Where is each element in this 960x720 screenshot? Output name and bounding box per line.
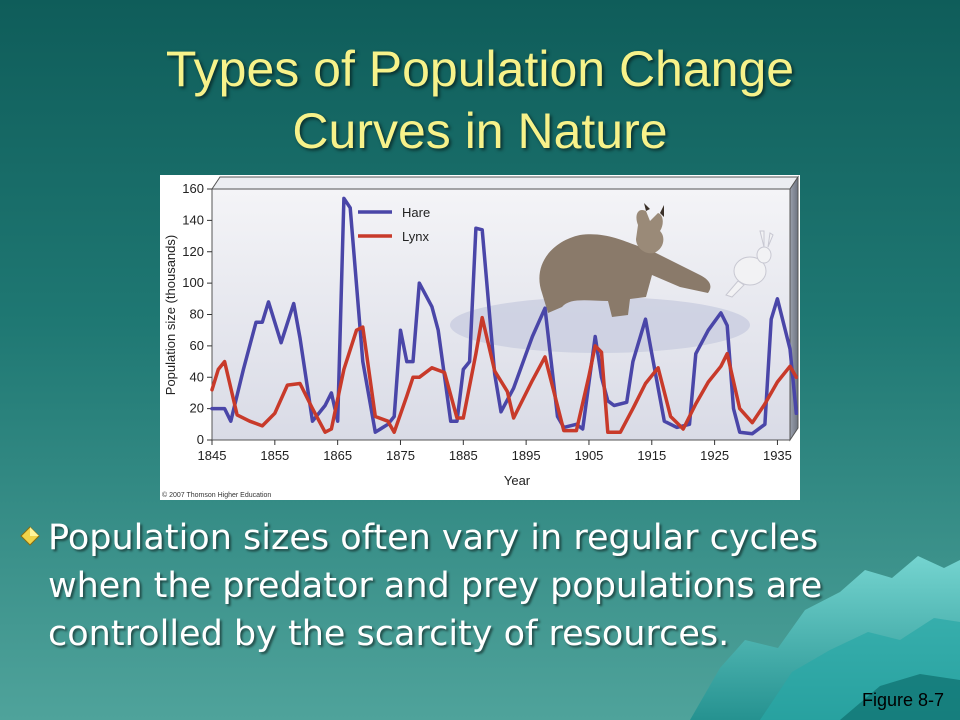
x-tick-label: 1855: [260, 448, 289, 463]
y-tick-label: 0: [197, 432, 204, 447]
y-tick-label: 100: [182, 275, 204, 290]
title-line-1: Types of Population Change: [165, 41, 795, 97]
x-tick-label: 1915: [637, 448, 666, 463]
y-tick-label: 40: [190, 369, 204, 384]
y-tick-label: 120: [182, 244, 204, 259]
figure-label: Figure 8-7: [861, 690, 944, 710]
y-tick-label: 160: [182, 181, 204, 196]
legend-label-lynx: Lynx: [402, 229, 429, 244]
chart-panel: 0 20 40 60 80 100 120 140 160 1845 1855 1865 1875 18…: [160, 175, 800, 500]
legend-label-hare: Hare: [402, 205, 430, 220]
bullet-text: Population sizes often vary in regular c…: [48, 518, 823, 654]
y-tick-label: 60: [190, 338, 204, 353]
x-tick-label: 1895: [512, 448, 541, 463]
y-tick-label: 140: [182, 212, 204, 227]
legend: Hare Lynx: [358, 205, 430, 244]
hare-icon: [725, 230, 774, 298]
x-tick-label: 1875: [386, 448, 415, 463]
y-tick-label: 20: [190, 401, 204, 416]
lynx-icon: [539, 203, 711, 317]
title-line-2: Curves in Nature: [292, 103, 668, 159]
x-axis-title: Year: [504, 473, 531, 488]
x-tick-label: 1885: [449, 448, 478, 463]
y-axis: 0 20 40 60 80 100 120 140 160: [182, 181, 212, 447]
bullet-point: Population sizes often vary in regular c…: [20, 514, 860, 658]
series-line-lynx: [210, 315, 799, 434]
x-tick-label: 1935: [763, 448, 792, 463]
copyright-text: © 2007 Thomson Higher Education: [162, 491, 271, 499]
x-axis: 1845 1855 1865 1875 1885 1895 1905 1915 1925 1935: [198, 440, 792, 463]
diamond-bullet-icon: [20, 526, 40, 546]
x-tick-label: 1905: [574, 448, 603, 463]
x-tick-label: 1925: [700, 448, 729, 463]
slide-title: Types of Population Change Curves in Nat…: [40, 38, 920, 162]
lynx-hare-illustration: [450, 203, 774, 353]
x-tick-label: 1845: [198, 448, 227, 463]
y-tick-label: 80: [190, 307, 204, 322]
series-layer: [210, 196, 799, 436]
plot-box-top: [211, 176, 799, 190]
y-axis-title: Population size (thousands): [163, 235, 178, 395]
x-tick-label: 1865: [323, 448, 352, 463]
